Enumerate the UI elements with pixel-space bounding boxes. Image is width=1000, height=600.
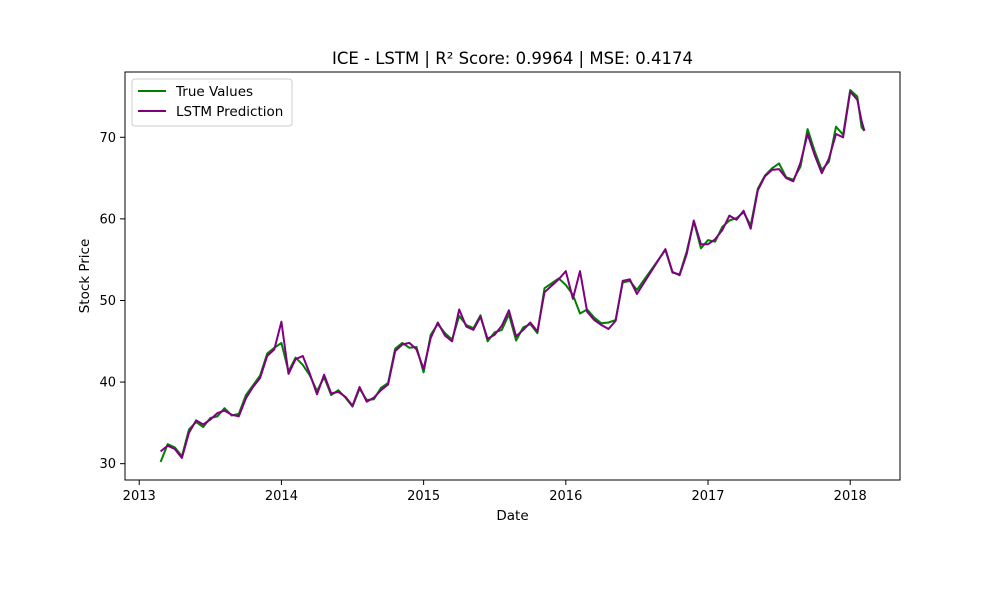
x-tick-label: 2013 xyxy=(123,489,156,504)
y-tick-label: 40 xyxy=(99,376,116,391)
x-axis: 2013 2014 2015 2016 2017 2018 xyxy=(123,480,867,504)
y-axis: 30 40 50 60 70 xyxy=(99,131,125,472)
x-tick-label: 2018 xyxy=(834,489,867,504)
x-axis-label: Date xyxy=(496,508,528,524)
series-lines xyxy=(159,89,866,463)
y-tick-label: 60 xyxy=(99,212,116,227)
y-tick-label: 70 xyxy=(99,131,116,146)
plot-area xyxy=(125,72,900,480)
series-line-lstm-prediction xyxy=(159,90,866,459)
legend-frame xyxy=(131,78,293,127)
x-tick-label: 2014 xyxy=(265,489,298,504)
y-tick-label: 50 xyxy=(99,294,116,309)
x-tick-label: 2016 xyxy=(549,489,582,504)
y-axis-label: Stock Price xyxy=(77,239,93,314)
legend: True Values LSTM Prediction xyxy=(131,78,293,127)
x-tick-label: 2015 xyxy=(407,489,440,504)
legend-label-lstm-prediction: LSTM Prediction xyxy=(176,104,283,120)
x-tick-label: 2017 xyxy=(691,489,724,504)
legend-label-true-values: True Values xyxy=(175,84,253,100)
chart-title: ICE - LSTM | R² Score: 0.9964 | MSE: 0.4… xyxy=(332,49,693,68)
plot-frame xyxy=(124,71,901,481)
y-tick-label: 30 xyxy=(99,457,116,472)
